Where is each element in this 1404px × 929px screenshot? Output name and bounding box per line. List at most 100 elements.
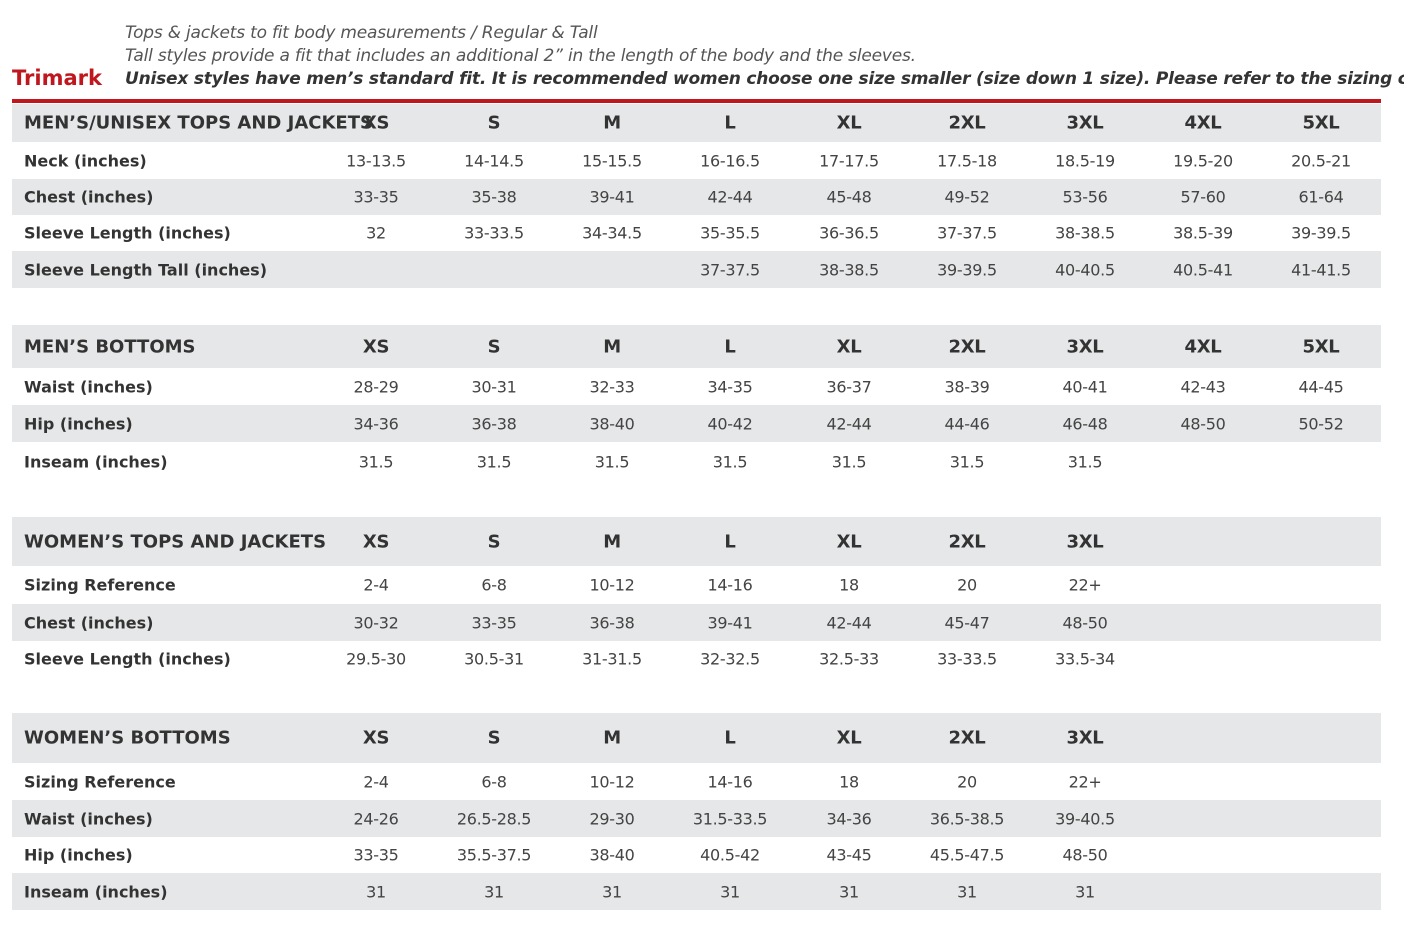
row-label: Chest (inches) xyxy=(24,613,154,632)
note: Unisex styles have men’s standard fit. I… xyxy=(125,69,1404,89)
cell: 46-48 xyxy=(1062,414,1108,433)
cell: 39-41 xyxy=(589,187,635,207)
cell: 32 xyxy=(366,223,386,243)
cell: 31.5 xyxy=(358,452,394,472)
cell: 18 xyxy=(839,772,859,791)
cell: 40.5-42 xyxy=(700,845,760,865)
size-header: S xyxy=(487,336,501,357)
cell: 48-50 xyxy=(1180,414,1226,433)
cell: 48-50 xyxy=(1062,845,1108,865)
cell: 31.5-33.5 xyxy=(692,809,768,828)
cell: 39-40.5 xyxy=(1055,809,1115,828)
size-header: XS xyxy=(362,112,390,134)
cell: 30-31 xyxy=(471,377,517,396)
row-label: Hip (inches) xyxy=(24,414,133,433)
row-band xyxy=(12,873,1381,910)
cell: 34-36 xyxy=(826,809,872,828)
section-title: WOMEN’S TOPS AND JACKETS xyxy=(24,531,327,552)
cell: 36-38 xyxy=(589,613,635,632)
header-band xyxy=(12,517,1381,566)
size-header: XL xyxy=(836,727,862,749)
cell: 32-32.5 xyxy=(700,649,760,669)
section-title: WOMEN’S BOTTOMS xyxy=(24,727,231,749)
size-header: XL xyxy=(836,336,862,357)
cell: 31.5 xyxy=(949,452,985,472)
cell: 2-4 xyxy=(363,772,389,791)
cell: 48-50 xyxy=(1062,613,1108,632)
size-header: 4XL xyxy=(1184,112,1222,134)
cell: 49-52 xyxy=(944,187,990,207)
cell: 22+ xyxy=(1068,772,1102,791)
size-header: M xyxy=(603,727,621,749)
size-header: L xyxy=(724,727,736,749)
cell: 28-29 xyxy=(353,377,399,396)
cell: 37-37.5 xyxy=(700,260,760,279)
cell: 33-35 xyxy=(471,613,517,632)
cell: 31 xyxy=(366,882,386,901)
cell: 43-45 xyxy=(826,845,872,865)
size-header: XS xyxy=(362,727,390,749)
brand: Trimark xyxy=(12,66,102,90)
cell: 50-52 xyxy=(1298,414,1344,433)
cell: 35.5-37.5 xyxy=(456,845,532,865)
cell: 17-17.5 xyxy=(819,151,879,170)
cell: 39-41 xyxy=(707,613,753,632)
cell: 10-12 xyxy=(589,575,635,595)
cell: 14-14.5 xyxy=(464,151,524,170)
row-label: Waist (inches) xyxy=(24,377,153,396)
row-label: Inseam (inches) xyxy=(24,452,168,472)
cell: 33-35 xyxy=(353,845,399,865)
row-label: Chest (inches) xyxy=(24,187,154,207)
row-label: Sizing Reference xyxy=(24,772,176,791)
size-header: XL xyxy=(836,531,862,552)
cell: 40.5-41 xyxy=(1173,260,1233,279)
cell: 45-48 xyxy=(826,187,872,207)
row-label: Waist (inches) xyxy=(24,809,153,828)
size-header: 3XL xyxy=(1066,531,1104,552)
cell: 24-26 xyxy=(353,809,399,828)
cell: 20 xyxy=(957,772,977,791)
cell: 20 xyxy=(957,575,977,595)
cell: 34-34.5 xyxy=(582,223,642,243)
cell: 38-40 xyxy=(589,414,635,433)
cell: 38-38.5 xyxy=(1055,223,1115,243)
cell: 39-39.5 xyxy=(937,260,997,279)
cell: 31.5 xyxy=(594,452,630,472)
size-header: 2XL xyxy=(948,112,986,134)
row-band xyxy=(12,604,1381,641)
cell: 38-40 xyxy=(589,845,635,865)
note: Tall styles provide a fit that includes … xyxy=(125,46,916,66)
cell: 41-41.5 xyxy=(1291,260,1351,279)
row-band xyxy=(12,800,1381,837)
size-header: 2XL xyxy=(948,336,986,357)
row-label: Hip (inches) xyxy=(24,845,133,865)
size-header: 5XL xyxy=(1302,336,1340,357)
cell: 31 xyxy=(484,882,504,901)
size-header: S xyxy=(487,531,501,552)
cell: 36-36.5 xyxy=(819,223,879,243)
row-label: Sizing Reference xyxy=(24,575,176,595)
row-band xyxy=(12,179,1381,215)
section-title: MEN’S BOTTOMS xyxy=(24,336,196,357)
row-band xyxy=(12,405,1381,442)
cell: 38.5-39 xyxy=(1173,223,1233,243)
cell: 6-8 xyxy=(481,772,507,791)
cell: 44-45 xyxy=(1298,377,1344,396)
cell: 18 xyxy=(839,575,859,595)
cell: 31 xyxy=(602,882,622,901)
cell: 36-38 xyxy=(471,414,517,433)
cell: 14-16 xyxy=(707,772,753,791)
size-header: 3XL xyxy=(1066,336,1104,357)
size-header: M xyxy=(603,531,621,552)
cell: 29.5-30 xyxy=(346,649,406,669)
cell: 20.5-21 xyxy=(1291,151,1351,170)
cell: 35-35.5 xyxy=(700,223,760,243)
size-header: XS xyxy=(362,336,390,357)
cell: 32.5-33 xyxy=(819,649,879,669)
cell: 29-30 xyxy=(589,809,635,828)
cell: 15-15.5 xyxy=(582,151,642,170)
size-header: 3XL xyxy=(1066,727,1104,749)
cell: 33-33.5 xyxy=(937,649,997,669)
cell: 19.5-20 xyxy=(1173,151,1233,170)
